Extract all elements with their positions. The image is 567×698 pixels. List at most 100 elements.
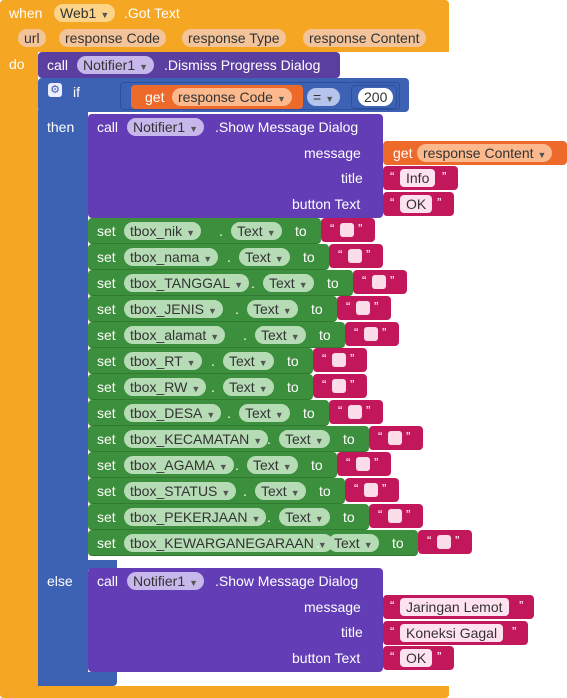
text-block-koneksi-gagal[interactable]: “ Koneksi Gagal ”	[383, 621, 528, 645]
compare-op-dropdown[interactable]: = ▼	[307, 88, 341, 106]
set-property-dropdown[interactable]: Text ▼	[247, 456, 298, 474]
text-info-value[interactable]: Info	[400, 169, 436, 187]
empty-text-value[interactable]	[372, 275, 386, 289]
empty-text-block[interactable]: “”	[329, 244, 383, 268]
then-component-dropdown[interactable]: Notifier1 ▼	[127, 118, 205, 136]
set-property-dropdown[interactable]: Text ▼	[223, 378, 274, 396]
set-component-dropdown[interactable]: tbox_TANGGAL ▼	[124, 274, 250, 292]
text-block-jaringan-lemot[interactable]: “ Jaringan Lemot ”	[383, 595, 534, 619]
call-show-message-dialog-else[interactable]: call Notifier1 ▼ .Show Message Dialog mes…	[88, 568, 383, 672]
empty-text-block[interactable]: “”	[337, 452, 391, 476]
text-title-value[interactable]: Koneksi Gagal	[400, 624, 504, 642]
dropdown-caret-icon: ▼	[210, 332, 220, 342]
empty-text-block[interactable]: “”	[321, 218, 375, 242]
empty-text-value[interactable]	[364, 327, 378, 341]
set-block-tbox-desa[interactable]: set tbox_DESA ▼. Text ▼ to	[88, 400, 329, 426]
empty-text-value[interactable]	[364, 483, 378, 497]
set-property-dropdown[interactable]: Text ▼	[279, 430, 330, 448]
empty-text-block[interactable]: “”	[329, 400, 383, 424]
set-block-tbox-agama[interactable]: set tbox_AGAMA ▼. Text ▼ to	[88, 452, 337, 478]
empty-text-block[interactable]: “”	[337, 296, 391, 320]
set-property-dropdown[interactable]: Text ▼	[255, 482, 306, 500]
set-property-dropdown[interactable]: Text ▼	[231, 222, 282, 240]
text-block-ok[interactable]: “ OK ”	[383, 192, 454, 216]
event-param-url[interactable]: url	[18, 29, 46, 47]
empty-text-block[interactable]: “”	[345, 478, 399, 502]
text-ok-value[interactable]: OK	[400, 195, 433, 213]
set-block-tbox-kewarganegaraan[interactable]: set tbox_KEWARGANEGARAAN ▼. Text ▼ to	[88, 530, 418, 556]
set-component-dropdown[interactable]: tbox_nama ▼	[124, 248, 219, 266]
empty-text-value[interactable]	[332, 353, 346, 367]
dismiss-component-dropdown[interactable]: Notifier1 ▼	[77, 56, 155, 74]
empty-text-value[interactable]	[437, 535, 451, 549]
call-show-message-dialog-then[interactable]: call Notifier1 ▼ .Show Message Dialog mes…	[88, 114, 383, 218]
set-block-tbox-jenis[interactable]: set tbox_JENIS ▼. Text ▼ to	[88, 296, 337, 322]
set-property-dropdown[interactable]: Text ▼	[255, 326, 306, 344]
empty-text-value[interactable]	[348, 405, 362, 419]
gear-icon[interactable]: ⚙	[48, 83, 62, 97]
set-component-dropdown[interactable]: tbox_JENIS ▼	[124, 300, 223, 318]
set-property-dropdown[interactable]: Text ▼	[239, 404, 290, 422]
set-property-dropdown[interactable]: Text ▼	[328, 534, 379, 552]
set-property-dropdown[interactable]: Text ▼	[279, 508, 330, 526]
set-property-dropdown[interactable]: Text ▼	[263, 274, 314, 292]
set-block-tbox-rt[interactable]: set tbox_RT ▼. Text ▼ to	[88, 348, 313, 374]
event-param-response-code[interactable]: response Code	[59, 29, 166, 47]
set-block-tbox-kecamatan[interactable]: set tbox_KECAMATAN ▼. Text ▼ to	[88, 426, 369, 452]
empty-text-block[interactable]: “”	[313, 374, 367, 398]
set-component-dropdown[interactable]: tbox_DESA ▼	[124, 404, 222, 422]
empty-text-block[interactable]: “”	[418, 530, 472, 554]
set-component-dropdown[interactable]: tbox_RT ▼	[124, 352, 202, 370]
set-component-dropdown[interactable]: tbox_AGAMA ▼	[124, 456, 234, 474]
empty-text-value[interactable]	[332, 379, 346, 393]
event-param-response-type[interactable]: response Type	[182, 29, 286, 47]
set-component-dropdown[interactable]: tbox_PEKERJAAN ▼	[124, 508, 267, 526]
set-block-tbox-nama[interactable]: set tbox_nama ▼. Text ▼ to	[88, 244, 329, 270]
else-method-label: .Show Message Dialog	[215, 573, 359, 589]
set-block-tbox-status[interactable]: set tbox_STATUS ▼. Text ▼ to	[88, 478, 345, 504]
set-component-dropdown[interactable]: tbox_KECAMATAN ▼	[124, 430, 269, 448]
set-property-dropdown[interactable]: Text ▼	[223, 352, 274, 370]
set-property-dropdown[interactable]: Text ▼	[239, 248, 290, 266]
empty-text-block[interactable]: “”	[345, 322, 399, 346]
set-component-dropdown[interactable]: tbox_nik ▼	[124, 222, 202, 240]
empty-text-value[interactable]	[388, 509, 402, 523]
set-block-tbox-pekerjaan[interactable]: set tbox_PEKERJAAN ▼. Text ▼ to	[88, 504, 369, 530]
get-content-dropdown[interactable]: response Content ▼	[417, 144, 553, 162]
number-block[interactable]: 200	[351, 85, 397, 109]
dismiss-component-label: Notifier1	[83, 57, 136, 73]
number-value[interactable]: 200	[358, 88, 394, 106]
set-block-tbox-alamat[interactable]: set tbox_alamat ▼. Text ▼ to	[88, 322, 345, 348]
empty-text-value[interactable]	[348, 249, 362, 263]
empty-text-block[interactable]: “”	[313, 348, 367, 372]
set-property-dropdown[interactable]: Text ▼	[247, 300, 298, 318]
set-block-tbox-rw[interactable]: set tbox_RW ▼. Text ▼ to	[88, 374, 313, 400]
event-param-response-content[interactable]: response Content	[303, 29, 426, 47]
set-component-dropdown[interactable]: tbox_alamat ▼	[124, 326, 226, 344]
set-block-tbox-tanggal[interactable]: set tbox_TANGGAL ▼. Text ▼ to	[88, 270, 353, 296]
compare-block[interactable]: get response Code ▼ = ▼ 200	[120, 82, 400, 110]
get-response-code-block[interactable]: get response Code ▼	[131, 85, 303, 109]
set-component-dropdown[interactable]: tbox_RW ▼	[124, 378, 207, 396]
get-response-content-block[interactable]: get response Content ▼	[383, 141, 567, 165]
call-dismiss-progress-dialog[interactable]: call Notifier1 ▼ .Dismiss Progress Dialog	[38, 52, 340, 78]
text-message-value[interactable]: Jaringan Lemot	[400, 598, 509, 616]
empty-text-block[interactable]: “”	[353, 270, 407, 294]
empty-text-value[interactable]	[356, 301, 370, 315]
event-component-dropdown[interactable]: Web1 ▼	[54, 4, 116, 22]
set-component-dropdown[interactable]: tbox_KEWARGANEGARAAN ▼	[124, 534, 333, 552]
empty-text-value[interactable]	[340, 223, 354, 237]
set-property-label: Text	[245, 405, 271, 421]
set-component-dropdown[interactable]: tbox_STATUS ▼	[124, 482, 237, 500]
text-block-ok-else[interactable]: “ OK ”	[383, 646, 454, 670]
else-component-dropdown[interactable]: Notifier1 ▼	[127, 572, 205, 590]
empty-text-value[interactable]	[356, 457, 370, 471]
empty-text-block[interactable]: “”	[369, 426, 423, 450]
text-button-value[interactable]: OK	[400, 649, 433, 667]
empty-text-value[interactable]	[388, 431, 402, 445]
set-to-label: to	[319, 483, 331, 499]
text-block-info[interactable]: “ Info ”	[383, 166, 458, 190]
empty-text-block[interactable]: “”	[369, 504, 423, 528]
get-var-dropdown[interactable]: response Code ▼	[172, 88, 292, 106]
set-block-tbox-nik[interactable]: set tbox_nik ▼. Text ▼ to	[88, 218, 321, 244]
